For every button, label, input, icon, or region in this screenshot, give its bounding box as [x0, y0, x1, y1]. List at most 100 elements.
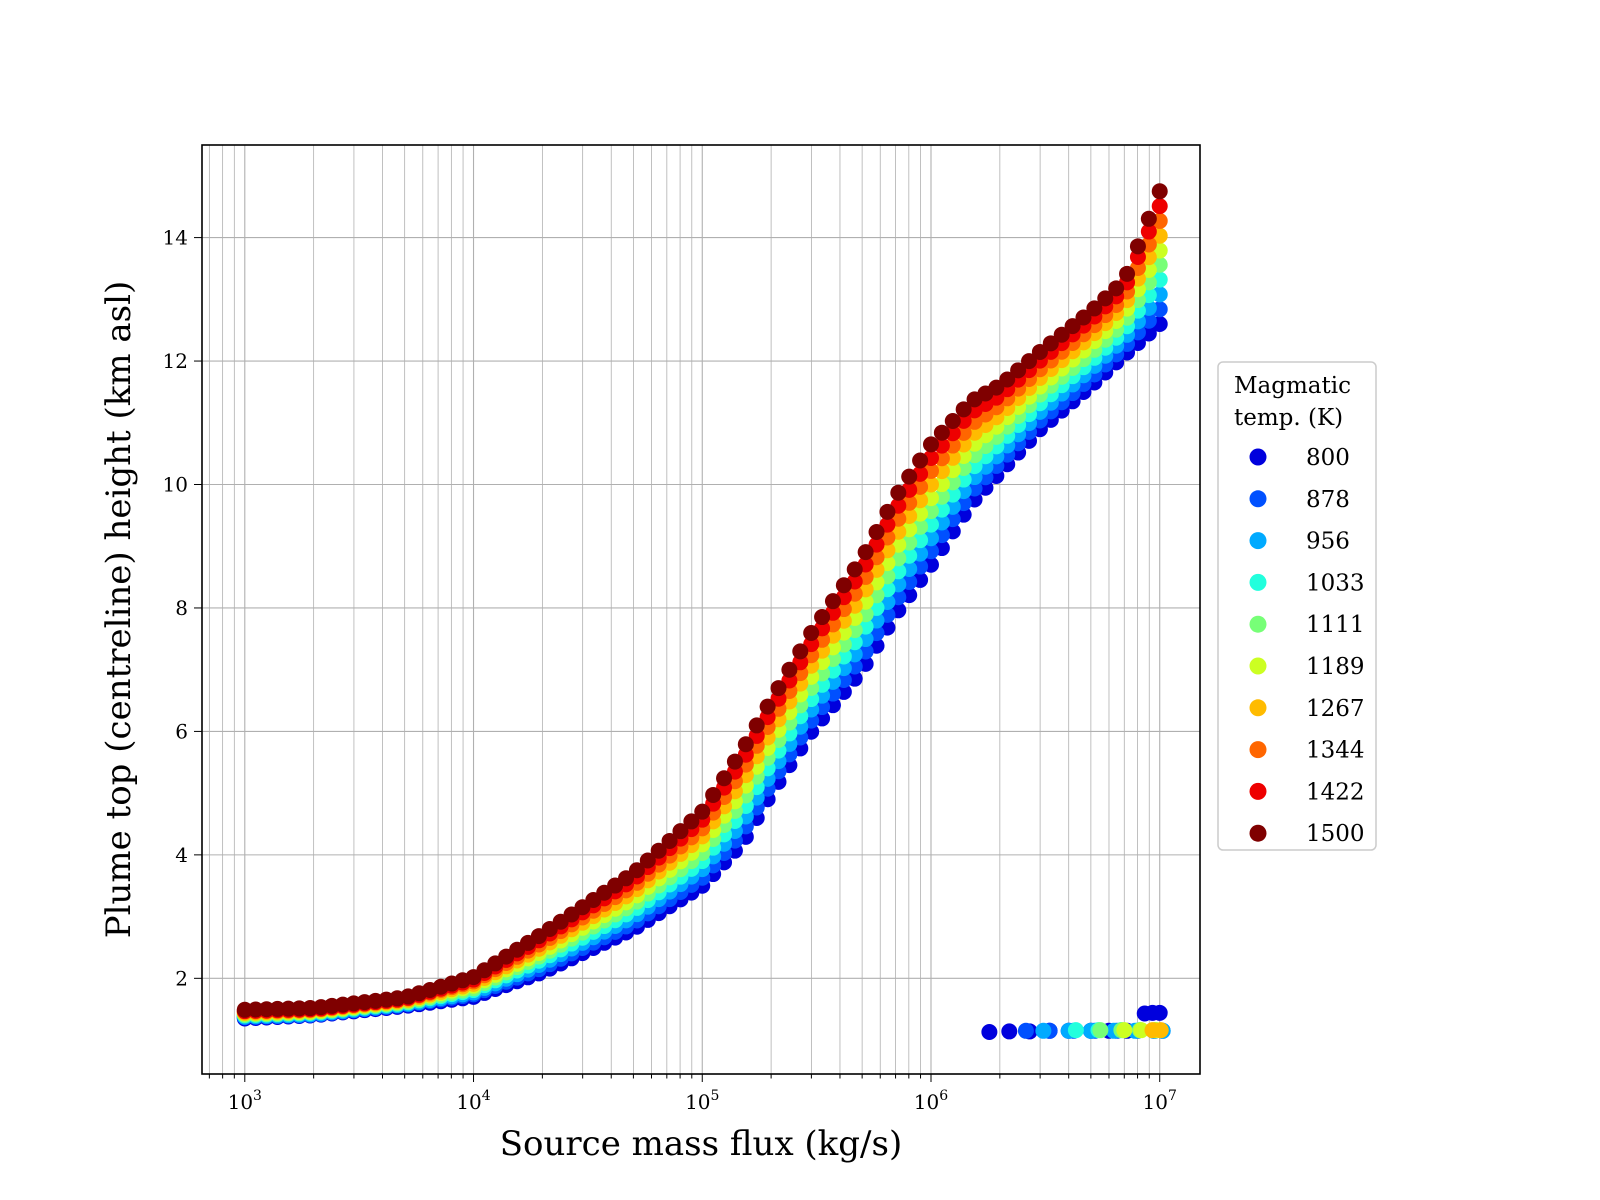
series-1500 — [236, 183, 1168, 1018]
x-axis-title: Source mass flux (kg/s) — [500, 1124, 902, 1164]
data-point — [716, 770, 733, 787]
legend-label: 878 — [1306, 487, 1350, 513]
data-point — [857, 544, 874, 561]
data-point — [922, 436, 939, 453]
data-point — [1075, 309, 1092, 326]
data-point — [1140, 210, 1157, 227]
legend-marker — [1249, 490, 1267, 508]
grid — [202, 145, 1200, 1074]
data-point — [1151, 1004, 1168, 1021]
legend-marker — [1249, 824, 1267, 842]
y-axis: 2 4 6 8 10 12 14 — [163, 226, 202, 990]
legend-marker — [1249, 741, 1267, 759]
data-point — [683, 813, 700, 830]
y-tick-label: 4 — [175, 843, 188, 867]
data-point — [1116, 1022, 1133, 1039]
legend-marker — [1249, 532, 1267, 550]
y-tick-label: 10 — [163, 473, 188, 497]
data-point — [661, 832, 678, 849]
legend-label: 1111 — [1306, 612, 1365, 638]
data-point — [890, 484, 907, 501]
legend-label: 1344 — [1306, 738, 1365, 764]
data-point — [846, 561, 863, 578]
data-point — [737, 736, 754, 753]
data-point — [803, 625, 820, 642]
y-axis-title: Plume top (centreline) height (km asl) — [99, 281, 139, 939]
data-point — [726, 753, 743, 770]
x-tick-label: 105 — [685, 1088, 719, 1114]
data-point — [879, 503, 896, 520]
legend-label: 956 — [1306, 529, 1350, 555]
legend-label: 1033 — [1306, 570, 1365, 596]
legend-box — [1217, 361, 1377, 851]
data-point — [1021, 353, 1038, 370]
data-point — [835, 577, 852, 594]
data-point — [1151, 183, 1168, 200]
y-tick-label: 2 — [175, 966, 188, 990]
data-point — [1119, 265, 1136, 282]
data-point — [1053, 326, 1070, 343]
data-point — [988, 379, 1005, 396]
data-point — [999, 371, 1016, 388]
data-point — [933, 424, 950, 441]
legend-label: 800 — [1306, 445, 1350, 471]
data-point — [694, 803, 711, 820]
x-tick-label: 103 — [228, 1088, 262, 1114]
legend-label: 1189 — [1306, 654, 1365, 680]
x-axis: 103 104 105 106 107 — [208, 1074, 1177, 1114]
data-point — [759, 698, 776, 715]
data-point — [1064, 318, 1081, 335]
legend-title: Magmatic — [1234, 373, 1351, 399]
data-point — [748, 717, 765, 734]
data-point — [1152, 1022, 1169, 1039]
data-point — [1035, 1022, 1052, 1039]
legend-marker — [1249, 699, 1267, 717]
data-point — [1097, 290, 1114, 307]
y-tick-label: 8 — [175, 596, 188, 620]
legend-marker — [1249, 615, 1267, 633]
data-point — [1133, 1022, 1150, 1039]
data-point — [781, 661, 798, 678]
legend-label: 1500 — [1306, 821, 1365, 847]
legend-label: 1267 — [1306, 696, 1365, 722]
data-point — [955, 401, 972, 418]
data-point — [1031, 343, 1048, 360]
data-point — [901, 468, 918, 485]
x-tick-label: 106 — [914, 1088, 948, 1114]
data-point — [868, 523, 885, 540]
legend: Magmatic temp. (K) 800 878 956 1033 1111 1189 12… — [1217, 361, 1377, 851]
legend-marker — [1249, 657, 1267, 675]
y-tick-label: 6 — [175, 719, 188, 743]
data-point — [639, 852, 656, 869]
data-point — [1092, 1022, 1109, 1039]
data-point — [944, 413, 961, 430]
legend-marker — [1249, 573, 1267, 591]
data-point — [628, 862, 645, 879]
data-point — [650, 842, 667, 859]
low-cluster-1267 — [1144, 1022, 1169, 1039]
data-point — [1140, 223, 1157, 240]
plot-area-frame — [201, 144, 1201, 1075]
x-tick-label: 104 — [456, 1088, 490, 1114]
data-point — [672, 823, 689, 840]
data-point — [1108, 280, 1125, 297]
data-point — [1129, 238, 1146, 255]
legend-title: temp. (K) — [1234, 405, 1343, 431]
data-point — [1001, 1023, 1018, 1040]
legend-marker — [1249, 782, 1267, 800]
data-point — [1010, 362, 1027, 379]
legend-marker — [1249, 448, 1267, 466]
data-point — [981, 1024, 998, 1041]
data-point — [814, 609, 831, 626]
data-point — [792, 643, 809, 660]
legend-label: 1422 — [1306, 779, 1365, 805]
data-point — [1067, 1022, 1084, 1039]
data-point — [1017, 1022, 1034, 1039]
y-tick-label: 12 — [163, 349, 188, 373]
x-tick-label: 107 — [1143, 1088, 1177, 1114]
data-points — [236, 183, 1171, 1041]
data-point — [770, 680, 787, 697]
data-point — [1042, 335, 1059, 352]
data-point — [1151, 198, 1168, 215]
